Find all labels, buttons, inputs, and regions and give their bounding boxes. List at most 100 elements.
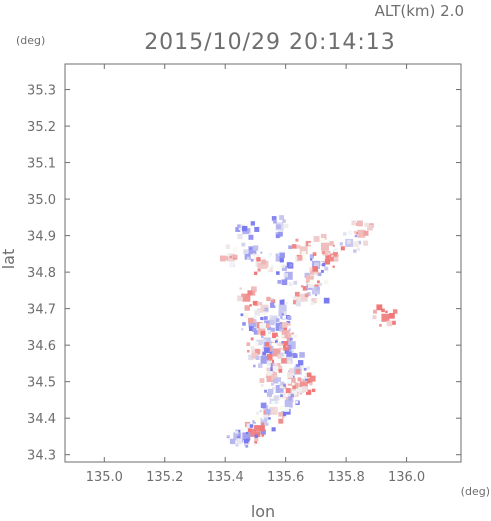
data-cell	[262, 351, 267, 356]
data-cell	[364, 222, 369, 228]
data-cell	[270, 395, 274, 399]
data-cell	[281, 265, 287, 271]
data-cell	[283, 384, 286, 387]
data-cell	[256, 257, 261, 262]
data-cell	[264, 307, 269, 312]
data-cell	[363, 240, 369, 246]
data-cell	[313, 235, 320, 242]
data-cell	[229, 255, 233, 259]
data-cell	[270, 327, 275, 332]
data-cell	[260, 251, 263, 254]
data-cell	[332, 265, 335, 268]
data-cell	[278, 365, 283, 370]
data-cell	[261, 259, 267, 265]
data-cell	[318, 282, 323, 286]
data-patch	[320, 242, 329, 251]
data-cell	[357, 220, 363, 227]
data-patch	[269, 406, 278, 415]
data-cell	[271, 216, 277, 221]
data-cell	[279, 252, 285, 259]
data-cell	[279, 392, 286, 399]
data-cell	[266, 391, 272, 397]
data-patch	[266, 374, 275, 383]
data-cell	[275, 234, 280, 239]
data-cell	[263, 414, 269, 420]
data-patch	[269, 395, 278, 404]
data-cell	[235, 227, 241, 232]
data-cell	[268, 267, 273, 272]
data-cell	[306, 372, 312, 378]
data-cell	[297, 360, 304, 366]
x-tick-label: 136.0	[388, 470, 425, 485]
data-cell	[391, 320, 396, 325]
data-cell	[353, 230, 357, 234]
data-cell	[285, 388, 291, 394]
y-tick-label: 34.5	[27, 376, 56, 391]
data-cell	[248, 234, 254, 240]
data-cell	[309, 270, 315, 275]
data-cell	[276, 224, 281, 230]
data-cell	[285, 301, 288, 305]
data-cell	[243, 443, 247, 447]
data-cell	[268, 405, 271, 408]
data-cell	[274, 303, 277, 306]
data-cell	[314, 262, 319, 268]
data-cell	[282, 219, 286, 223]
data-cell	[248, 232, 252, 236]
data-cell	[229, 262, 235, 268]
data-cell	[255, 349, 261, 355]
data-cell	[289, 263, 293, 268]
data-cell	[241, 328, 244, 331]
data-cell	[277, 354, 282, 359]
data-cell	[314, 273, 317, 277]
data-cell	[307, 282, 314, 288]
data-patch	[278, 304, 287, 313]
data-cell	[292, 296, 297, 301]
data-cell	[314, 294, 317, 297]
data-cell	[281, 279, 288, 286]
data-cell	[295, 364, 301, 369]
x-axis-label: lon	[251, 502, 275, 521]
data-cell	[306, 366, 310, 370]
data-cell	[244, 253, 251, 260]
data-cell	[281, 313, 284, 316]
data-cell	[253, 330, 259, 335]
data-cell	[277, 341, 282, 347]
data-cell	[285, 345, 288, 348]
data-cell	[278, 411, 283, 417]
data-cell	[270, 382, 275, 386]
data-cell	[254, 255, 257, 258]
data-cell	[265, 372, 268, 375]
data-cell	[270, 350, 274, 354]
data-cell	[277, 266, 281, 270]
data-cell	[264, 347, 270, 354]
data-cell	[381, 308, 385, 313]
data-cell	[252, 300, 257, 306]
data-cell	[292, 298, 299, 305]
data-cell	[254, 437, 259, 442]
y-tick-label: 34.7	[27, 303, 56, 318]
data-cell	[223, 255, 229, 261]
data-cell	[363, 230, 369, 236]
data-cell	[252, 327, 257, 333]
data-cell	[297, 255, 303, 261]
data-cell	[256, 411, 260, 415]
data-cell	[250, 337, 254, 341]
data-cell	[266, 296, 271, 302]
data-cell	[259, 409, 263, 413]
data-patch	[284, 399, 293, 408]
data-cell	[271, 386, 275, 390]
data-cell	[294, 291, 300, 297]
data-cell	[273, 378, 279, 384]
data-cell	[288, 361, 291, 365]
data-cell	[235, 430, 239, 434]
data-cell	[275, 336, 279, 339]
data-cell	[309, 254, 315, 259]
data-cell	[300, 365, 304, 369]
data-cell	[274, 340, 278, 344]
data-cell	[355, 231, 358, 235]
data-cell	[286, 337, 292, 342]
data-cell	[271, 400, 276, 405]
data-cell	[264, 323, 270, 329]
x-tick-label: 135.8	[328, 470, 365, 485]
